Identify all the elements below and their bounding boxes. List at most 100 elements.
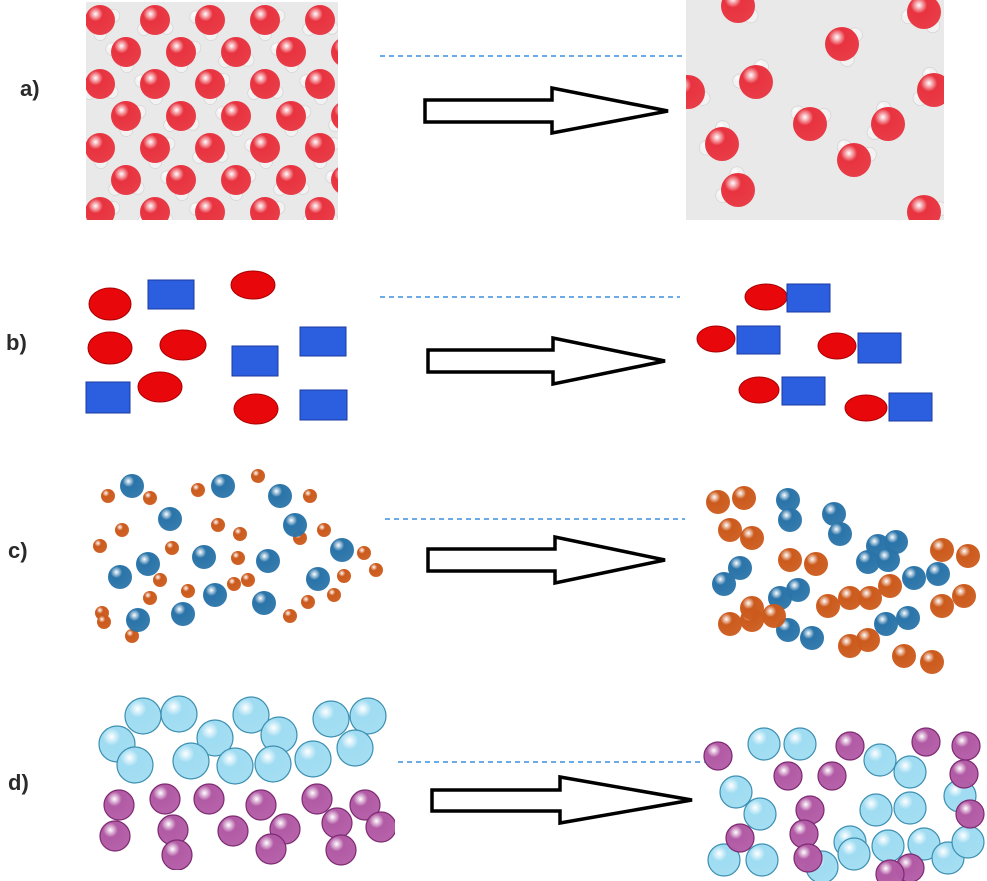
water-molecule <box>163 101 200 132</box>
right-arrow-icon <box>423 85 669 136</box>
water-molecule <box>721 0 759 24</box>
blue-sphere <box>786 578 810 602</box>
orange-sphere <box>181 584 195 598</box>
orange-sphere <box>125 629 139 643</box>
orange-sphere <box>838 586 862 610</box>
red-circle <box>696 325 736 353</box>
orange-sphere <box>101 489 115 503</box>
water-molecule <box>166 37 202 73</box>
orange-sphere <box>231 551 245 565</box>
water-molecule <box>134 69 170 105</box>
blue-sphere <box>171 602 195 626</box>
water-molecule <box>715 166 755 207</box>
water-molecule <box>825 27 863 67</box>
blue-sphere <box>211 474 235 498</box>
blue-square <box>857 332 902 364</box>
orange-sphere <box>241 573 255 587</box>
blue-sphere <box>728 556 752 580</box>
row-c-before-panel <box>90 468 390 653</box>
orange-sphere <box>718 518 742 542</box>
orange-sphere <box>233 527 247 541</box>
orange-sphere <box>283 609 297 623</box>
water-molecule <box>273 165 310 196</box>
water-molecule <box>901 0 941 34</box>
right-arrow-icon <box>430 774 693 826</box>
cyan-sphere <box>312 700 350 738</box>
water-molecule <box>108 165 145 196</box>
water-molecule <box>276 101 312 137</box>
red-circle <box>738 376 780 404</box>
orange-sphere <box>930 594 954 618</box>
blue-sphere <box>268 484 292 508</box>
water-molecule <box>137 5 174 36</box>
cyan-sphere <box>349 697 387 735</box>
row-label-b: b) <box>6 330 27 355</box>
blue-sphere <box>776 488 800 512</box>
cyan-sphere <box>783 727 817 761</box>
water-molecule <box>189 5 225 41</box>
water-molecule <box>325 167 338 193</box>
water-molecule <box>331 39 338 65</box>
water-molecule <box>111 101 147 137</box>
cyan-sphere <box>254 745 292 783</box>
blue-square <box>786 283 831 313</box>
blue-sphere <box>120 474 144 498</box>
magenta-sphere <box>773 761 803 791</box>
magenta-sphere <box>365 811 395 843</box>
cyan-sphere <box>196 719 234 757</box>
orange-sphere <box>357 546 371 560</box>
right-arrow-icon <box>426 335 666 387</box>
water-molecule <box>299 69 335 105</box>
orange-sphere <box>369 563 383 577</box>
orange-sphere <box>930 538 954 562</box>
row-c-after-graphic <box>706 486 980 674</box>
magenta-sphere <box>875 859 905 881</box>
magenta-sphere <box>161 839 193 870</box>
water-molecule <box>86 133 115 169</box>
water-molecule <box>86 5 121 41</box>
blue-sphere <box>712 572 736 596</box>
blue-sphere <box>778 508 802 532</box>
cyan-sphere <box>893 791 927 825</box>
orange-sphere <box>740 526 764 550</box>
blue-square <box>231 345 279 377</box>
orange-sphere <box>920 650 944 674</box>
magenta-sphere <box>949 759 979 789</box>
water-molecule <box>328 103 338 132</box>
water-molecule <box>218 37 255 68</box>
water-molecule <box>698 120 739 161</box>
blue-sphere <box>896 606 920 630</box>
cyan-sphere <box>707 843 741 877</box>
orange-sphere <box>956 544 980 568</box>
cyan-sphere <box>745 843 779 877</box>
water-molecule <box>137 197 174 220</box>
water-molecule <box>160 165 196 201</box>
blue-square <box>299 389 348 421</box>
orange-sphere <box>251 469 265 483</box>
magenta-sphere <box>103 789 135 821</box>
blue-sphere <box>874 612 898 636</box>
red-circle <box>844 394 888 422</box>
cyan-sphere <box>863 743 897 777</box>
water-molecule <box>247 69 284 100</box>
orange-sphere <box>165 541 179 555</box>
water-molecule <box>686 75 711 109</box>
orange-sphere <box>952 584 976 608</box>
orange-sphere <box>778 548 802 572</box>
cyan-sphere <box>719 775 753 809</box>
blue-sphere <box>884 530 908 554</box>
blue-sphere <box>252 591 276 615</box>
cyan-sphere <box>743 797 777 831</box>
orange-sphere <box>143 591 157 605</box>
row-c-after-panel <box>700 478 985 678</box>
row-a-before-panel <box>86 2 338 220</box>
right-arrow-icon <box>426 534 666 586</box>
magenta-sphere <box>835 731 865 761</box>
magenta-sphere <box>703 741 733 771</box>
water-molecule <box>250 5 286 41</box>
blue-sphere <box>158 507 182 531</box>
red-circle <box>817 332 857 360</box>
orange-sphere <box>143 491 157 505</box>
water-molecule <box>189 197 225 220</box>
